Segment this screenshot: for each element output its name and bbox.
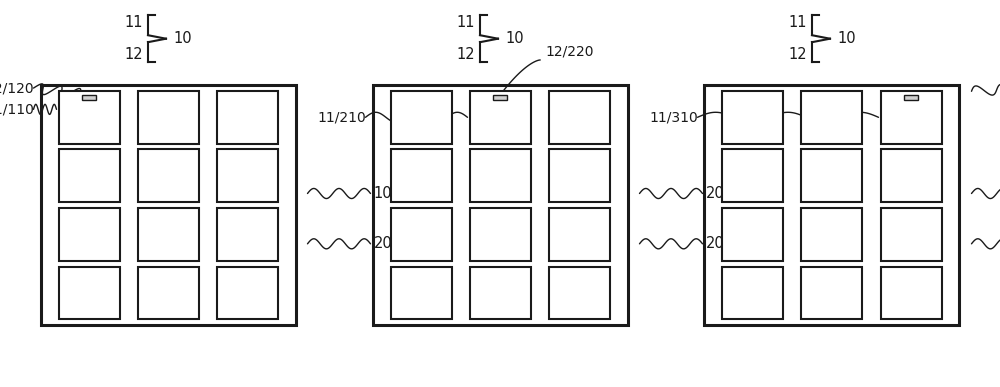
Text: 20: 20 <box>374 236 392 251</box>
Bar <box>390 149 452 202</box>
Bar <box>722 149 783 202</box>
Bar <box>138 91 198 144</box>
Bar <box>470 267 530 319</box>
Text: 11: 11 <box>124 15 143 30</box>
Bar <box>881 149 942 202</box>
Text: 200: 200 <box>705 186 734 201</box>
Bar <box>138 149 198 202</box>
Bar <box>548 149 610 202</box>
Bar <box>217 149 278 202</box>
Text: 11/310: 11/310 <box>650 110 698 124</box>
Bar <box>41 85 296 325</box>
Bar <box>217 267 278 319</box>
Text: 12/120: 12/120 <box>0 81 35 95</box>
Bar <box>801 149 862 202</box>
Bar <box>470 208 530 261</box>
Bar <box>548 91 610 144</box>
Bar <box>801 91 862 144</box>
Bar <box>138 267 198 319</box>
Bar <box>881 267 942 319</box>
Text: 10: 10 <box>173 31 192 46</box>
Bar <box>548 267 610 319</box>
Bar <box>390 91 452 144</box>
Bar <box>59 91 120 144</box>
Bar <box>82 95 96 100</box>
Bar <box>390 208 452 261</box>
Bar <box>138 208 198 261</box>
Bar <box>470 149 530 202</box>
Bar <box>59 267 120 319</box>
Bar <box>704 85 959 325</box>
Text: 10: 10 <box>837 31 856 46</box>
Bar <box>801 208 862 261</box>
Text: 11: 11 <box>788 15 807 30</box>
Bar <box>722 267 783 319</box>
Bar <box>390 267 452 319</box>
Bar <box>59 208 120 261</box>
Text: 11: 11 <box>456 15 475 30</box>
Bar <box>493 95 507 100</box>
Text: 12: 12 <box>124 48 143 62</box>
Bar <box>801 267 862 319</box>
Bar <box>548 208 610 261</box>
Bar <box>372 85 628 325</box>
Bar <box>722 208 783 261</box>
Bar <box>59 149 120 202</box>
Bar <box>881 91 942 144</box>
Bar <box>722 91 783 144</box>
Text: 11/110: 11/110 <box>0 103 35 116</box>
Text: 20: 20 <box>705 236 724 251</box>
Text: 12: 12 <box>788 48 807 62</box>
Text: 10: 10 <box>505 31 524 46</box>
Bar <box>217 208 278 261</box>
Text: 12: 12 <box>456 48 475 62</box>
Bar <box>904 95 918 100</box>
Bar <box>217 91 278 144</box>
Text: 12/220: 12/220 <box>545 44 594 58</box>
Bar <box>470 91 530 144</box>
Bar <box>881 208 942 261</box>
Text: 11/210: 11/210 <box>318 110 366 124</box>
Text: 100: 100 <box>374 186 402 201</box>
